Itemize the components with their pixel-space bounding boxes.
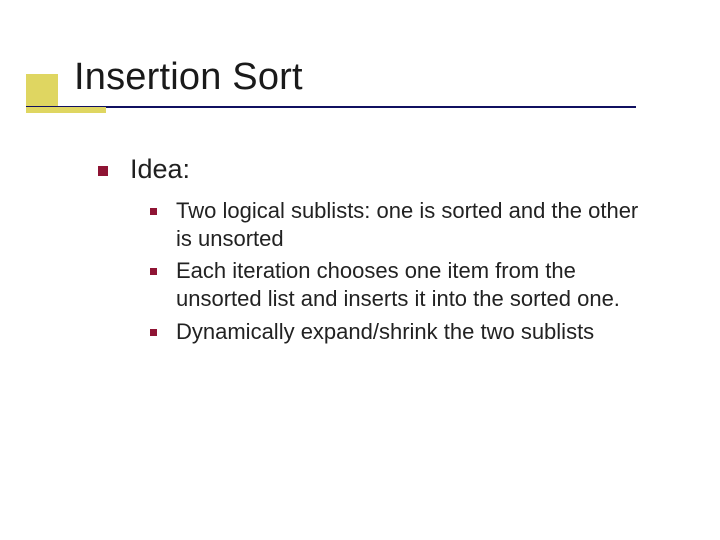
square-bullet-icon xyxy=(150,208,157,215)
sub-bullet-text: Each iteration chooses one item from the… xyxy=(176,258,620,311)
square-bullet-icon xyxy=(150,329,157,336)
slide-body: Idea: Two logical sublists: one is sorte… xyxy=(98,154,658,350)
square-bullet-icon xyxy=(150,268,157,275)
sub-bullet-group: Two logical sublists: one is sorted and … xyxy=(150,197,658,346)
accent-top-square xyxy=(26,74,58,106)
idea-label: Idea: xyxy=(130,154,190,184)
bullet-idea: Idea: xyxy=(98,154,658,185)
sub-bullet-text: Two logical sublists: one is sorted and … xyxy=(176,198,638,251)
sub-bullet: Two logical sublists: one is sorted and … xyxy=(150,197,658,253)
sub-bullet-text: Dynamically expand/shrink the two sublis… xyxy=(176,319,594,344)
title-underline xyxy=(26,106,636,108)
square-bullet-icon xyxy=(98,166,108,176)
accent-under-bar xyxy=(26,107,106,113)
slide-title: Insertion Sort xyxy=(74,56,303,99)
sub-bullet: Each iteration chooses one item from the… xyxy=(150,257,658,313)
sub-bullet: Dynamically expand/shrink the two sublis… xyxy=(150,318,658,346)
